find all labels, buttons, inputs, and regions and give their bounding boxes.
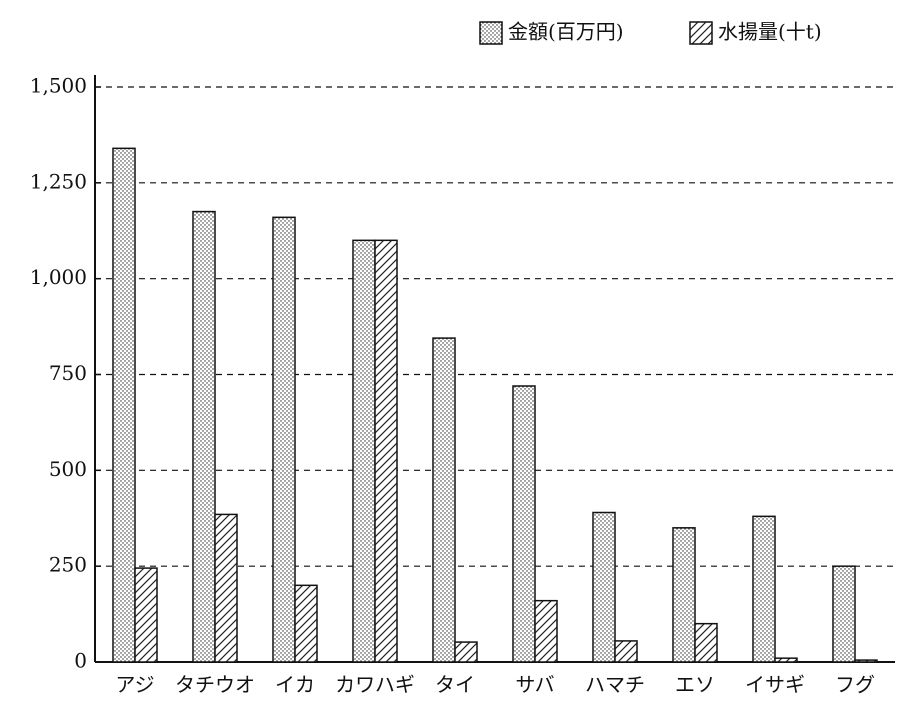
bar (352, 239, 376, 663)
bar (694, 622, 718, 663)
bar (614, 640, 638, 663)
legend-swatch (479, 21, 503, 45)
bar (294, 584, 318, 663)
legend-label: 水揚量(十t) (718, 20, 822, 44)
bar (672, 527, 696, 663)
bar (592, 511, 616, 663)
bar (752, 515, 776, 663)
bar (134, 567, 158, 663)
legend-swatch (689, 21, 713, 45)
x-tick-label: イサギ (745, 673, 805, 697)
bar (272, 216, 296, 663)
x-tick-label: イカ (275, 673, 315, 697)
y-tick-label: 0 (74, 649, 87, 673)
y-tick-label: 1,250 (30, 169, 87, 193)
bar (854, 659, 878, 663)
x-tick-label: サバ (515, 673, 554, 697)
x-tick-label: タチウオ (175, 673, 255, 697)
y-tick-label: 1,000 (30, 265, 87, 289)
x-tick-label: ハマチ (585, 673, 645, 697)
x-tick-label: エソ (675, 673, 715, 697)
bar (374, 239, 398, 663)
bar (432, 337, 456, 663)
y-tick-label: 500 (49, 457, 87, 481)
bar (214, 513, 238, 663)
legend-label: 金額(百万円) (508, 20, 624, 44)
y-tick-label: 1,500 (30, 74, 87, 98)
bar (534, 599, 558, 663)
bar (112, 147, 136, 663)
bar (192, 210, 216, 663)
y-tick-label: 250 (49, 553, 87, 577)
y-tick-label: 750 (49, 361, 87, 385)
bar (832, 565, 856, 663)
x-tick-label: タイ (435, 673, 475, 697)
bar (454, 641, 478, 663)
bar (774, 657, 798, 663)
bar (512, 385, 536, 663)
x-tick-label: カワハギ (335, 673, 415, 697)
x-tick-label: フグ (835, 673, 875, 697)
x-tick-label: アジ (115, 673, 154, 697)
